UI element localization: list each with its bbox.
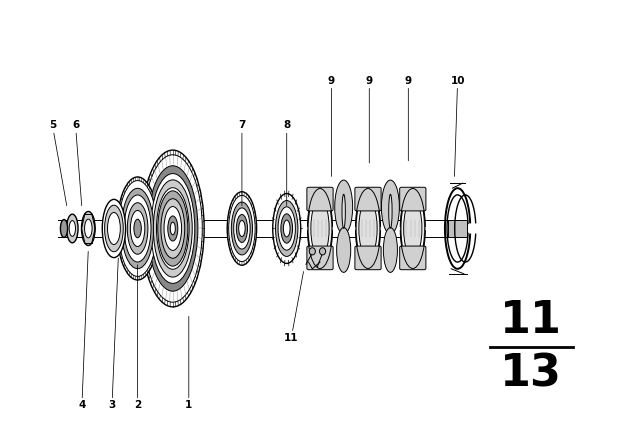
Ellipse shape — [102, 199, 125, 258]
Ellipse shape — [124, 195, 151, 262]
FancyBboxPatch shape — [400, 246, 426, 270]
Ellipse shape — [388, 194, 392, 228]
Ellipse shape — [359, 199, 377, 258]
Text: 13: 13 — [500, 353, 562, 396]
Ellipse shape — [168, 216, 178, 241]
Ellipse shape — [231, 202, 253, 255]
Text: 9: 9 — [404, 76, 412, 161]
Ellipse shape — [234, 208, 250, 249]
Ellipse shape — [127, 203, 148, 254]
Ellipse shape — [383, 228, 397, 272]
Text: 2: 2 — [134, 265, 141, 410]
Ellipse shape — [228, 195, 255, 262]
Ellipse shape — [108, 212, 120, 245]
Ellipse shape — [278, 207, 296, 250]
Ellipse shape — [143, 155, 202, 302]
Ellipse shape — [337, 228, 351, 272]
Ellipse shape — [104, 205, 124, 252]
Ellipse shape — [227, 192, 257, 265]
Ellipse shape — [164, 207, 182, 250]
Ellipse shape — [311, 199, 329, 258]
Text: 9: 9 — [328, 76, 335, 177]
Ellipse shape — [308, 190, 332, 267]
Ellipse shape — [401, 190, 425, 267]
FancyBboxPatch shape — [400, 187, 426, 211]
Ellipse shape — [69, 220, 76, 237]
Text: 4: 4 — [78, 251, 88, 410]
FancyBboxPatch shape — [355, 246, 381, 270]
Ellipse shape — [122, 188, 154, 269]
Ellipse shape — [157, 188, 189, 269]
Ellipse shape — [134, 219, 141, 238]
Ellipse shape — [342, 194, 346, 228]
Bar — [448, 220, 467, 237]
Text: 7: 7 — [238, 121, 246, 206]
Ellipse shape — [309, 248, 316, 255]
Ellipse shape — [239, 220, 245, 237]
Text: 11: 11 — [500, 299, 562, 342]
FancyBboxPatch shape — [355, 187, 381, 211]
FancyBboxPatch shape — [307, 246, 333, 270]
Text: 10: 10 — [451, 76, 465, 177]
Ellipse shape — [148, 166, 198, 291]
Ellipse shape — [404, 199, 422, 258]
Ellipse shape — [161, 199, 185, 258]
Text: 11: 11 — [284, 271, 303, 343]
Ellipse shape — [141, 150, 204, 307]
Ellipse shape — [117, 177, 158, 280]
Ellipse shape — [154, 180, 192, 277]
Text: 6: 6 — [72, 121, 82, 206]
Ellipse shape — [67, 214, 78, 243]
Text: 1: 1 — [185, 316, 193, 410]
Ellipse shape — [60, 220, 68, 237]
Text: 9: 9 — [365, 76, 373, 163]
Ellipse shape — [157, 191, 188, 266]
Ellipse shape — [284, 220, 290, 237]
Ellipse shape — [236, 215, 248, 242]
Ellipse shape — [276, 201, 298, 256]
Text: 3: 3 — [108, 258, 118, 410]
Ellipse shape — [151, 174, 195, 284]
Ellipse shape — [118, 181, 157, 276]
Ellipse shape — [335, 180, 353, 234]
Ellipse shape — [381, 180, 399, 234]
Ellipse shape — [281, 214, 292, 243]
Text: 5: 5 — [49, 121, 67, 206]
Text: 8: 8 — [283, 121, 291, 206]
Ellipse shape — [81, 211, 95, 246]
Ellipse shape — [131, 211, 145, 246]
Ellipse shape — [170, 222, 175, 235]
FancyBboxPatch shape — [307, 187, 333, 211]
Ellipse shape — [273, 194, 301, 263]
Ellipse shape — [356, 190, 380, 267]
Ellipse shape — [84, 219, 92, 238]
Ellipse shape — [319, 248, 326, 255]
